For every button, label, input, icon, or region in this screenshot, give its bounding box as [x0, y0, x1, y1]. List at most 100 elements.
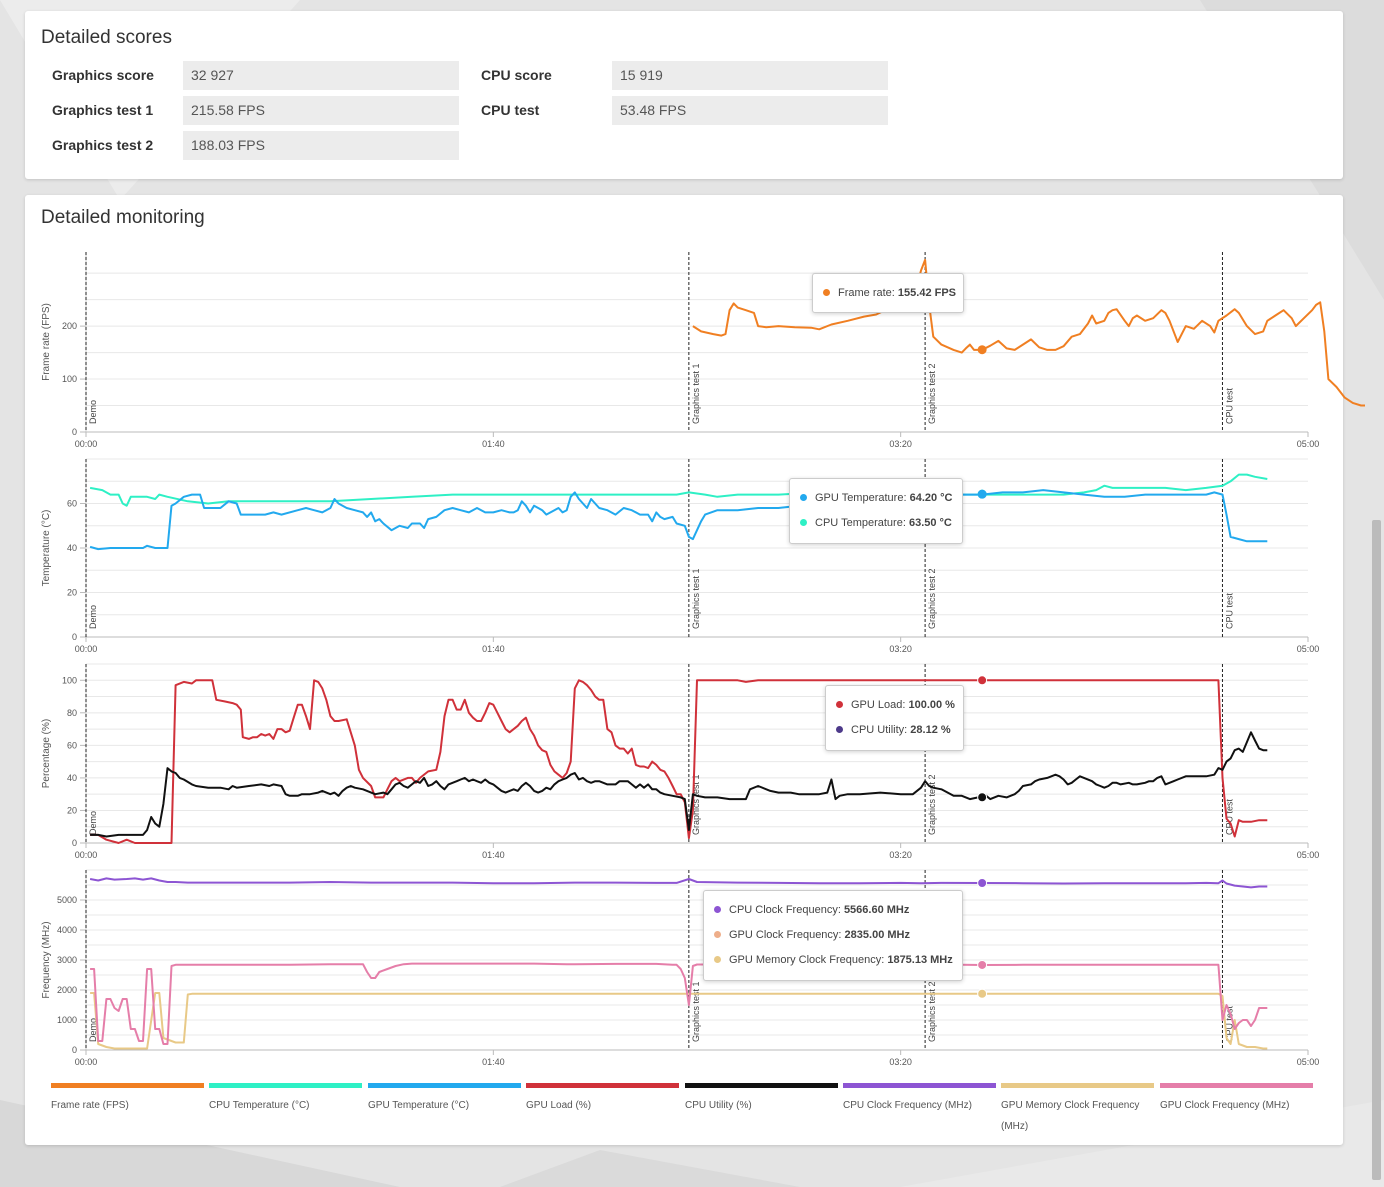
tooltip-gpu-load-label: GPU Load: — [851, 699, 906, 711]
x-tick-label: 00:00 — [75, 1057, 98, 1067]
series-line-gpu_load — [90, 679, 1268, 844]
legend-gpu-clock[interactable]: GPU Clock Frequency (MHz) — [1160, 1083, 1313, 1116]
detailed-scores-title: Detailed scores — [41, 27, 172, 48]
gpu-temp-dot-icon — [800, 493, 807, 501]
legend-gpu-memory-clock[interactable]: GPU Memory Clock Frequency (MHz) — [1001, 1083, 1154, 1137]
x-tick-label: 00:00 — [75, 439, 98, 449]
x-tick-label: 05:00 — [1297, 644, 1320, 654]
series-line-frame_rate — [692, 258, 1365, 407]
x-tick-label: 05:00 — [1297, 850, 1320, 860]
x-tick-label: 05:00 — [1297, 1057, 1320, 1067]
x-tick-label: 01:40 — [482, 1057, 505, 1067]
test-marker-label: CPU test — [1224, 798, 1234, 835]
y-axis-label: Percentage (%) — [41, 719, 52, 788]
x-tick-label: 01:40 — [482, 644, 505, 654]
test-marker-label: Graphics test 1 — [691, 363, 701, 424]
y-axis-label: Temperature (°C) — [41, 510, 52, 587]
tooltip-gpu-clock-value: 2835.00 MHz — [844, 929, 910, 941]
test-marker-label: CPU test — [1224, 387, 1234, 424]
cpu-clock-dot-icon — [714, 905, 721, 913]
y-tick-label: 0 — [72, 632, 77, 642]
test-marker-label: Graphics test 1 — [691, 774, 701, 835]
y-tick-label: 40 — [67, 773, 77, 783]
y-tick-label: 200 — [62, 321, 77, 331]
highlight-point — [977, 792, 988, 803]
series-line-gpu_temp — [89, 489, 1268, 551]
y-tick-label: 40 — [67, 543, 77, 553]
tooltip-cpu-temp-value: 63.50 °C — [908, 517, 952, 529]
y-tick-label: 0 — [72, 838, 77, 848]
y-tick-label: 60 — [67, 740, 77, 750]
tooltip-gpu-mem-clock-label: GPU Memory Clock Frequency: — [729, 954, 885, 966]
graphics-test2-value: 188.03 FPS — [183, 131, 459, 160]
page-scrollbar[interactable] — [1372, 520, 1381, 1180]
y-tick-label: 5000 — [57, 895, 77, 905]
y-tick-label: 100 — [62, 374, 77, 384]
legend-swatch — [1160, 1083, 1313, 1088]
y-tick-label: 0 — [72, 1045, 77, 1055]
legend-label: CPU Temperature (°C) — [209, 1100, 310, 1111]
tooltip-gpu-clock-label: GPU Clock Frequency: — [729, 929, 842, 941]
highlight-point — [977, 489, 987, 499]
test-marker-label: Graphics test 2 — [927, 568, 937, 629]
cpu-temp-dot-icon — [800, 518, 807, 526]
test-marker-label: Demo — [88, 400, 98, 424]
gpu-load-dot-icon — [836, 700, 843, 708]
legend-swatch — [51, 1083, 204, 1088]
legend-gpu-temperature[interactable]: GPU Temperature (°C) — [368, 1083, 521, 1116]
graphics-test2-label: Graphics test 2 — [52, 137, 154, 153]
frame-rate-dot-icon — [823, 288, 830, 296]
y-tick-label: 4000 — [57, 925, 77, 935]
x-tick-label: 00:00 — [75, 850, 98, 860]
tooltip-percentage: GPU Load: 100.00 % CPU Utility: 28.12 % — [825, 685, 964, 751]
test-marker-label: CPU test — [1224, 1005, 1234, 1042]
legend-swatch — [843, 1083, 996, 1088]
cpu-score-value: 15 919 — [612, 61, 888, 90]
y-tick-label: 3000 — [57, 955, 77, 965]
legend-label: CPU Utility (%) — [685, 1100, 752, 1111]
test-marker-label: Graphics test 2 — [927, 774, 937, 835]
test-marker-label: Graphics test 1 — [691, 568, 701, 629]
y-tick-label: 0 — [72, 427, 77, 437]
tooltip-cpu-clock-value: 5566.60 MHz — [843, 904, 910, 916]
series-line-cpu_util — [90, 731, 1268, 838]
x-tick-label: 03:20 — [889, 439, 912, 449]
legend-frame-rate[interactable]: Frame rate (FPS) — [51, 1083, 204, 1116]
series-line-gpu_clock — [90, 962, 1268, 1045]
gpu-mem-clock-dot-icon — [714, 955, 721, 963]
legend-cpu-clock[interactable]: CPU Clock Frequency (MHz) — [843, 1083, 996, 1116]
tooltip-cpu-clock-label: CPU Clock Frequency: — [729, 904, 841, 916]
x-tick-label: 03:20 — [889, 850, 912, 860]
test-marker-label: Graphics test 1 — [691, 981, 701, 1042]
y-axis-label: Frame rate (FPS) — [41, 303, 52, 381]
test-marker-label: Demo — [88, 811, 98, 835]
y-tick-label: 80 — [67, 708, 77, 718]
cpu-test-label: CPU test — [481, 102, 540, 118]
highlight-point — [977, 675, 988, 686]
tooltip-cpu-util-label: CPU Utility: — [851, 724, 908, 736]
legend-label: GPU Memory Clock Frequency (MHz) — [1001, 1100, 1140, 1132]
y-tick-label: 100 — [62, 675, 77, 685]
y-tick-label: 20 — [67, 588, 77, 598]
tooltip-gpu-temp-label: GPU Temperature: — [815, 492, 907, 504]
test-marker-label: Graphics test 2 — [927, 981, 937, 1042]
tooltip-gpu-temp-value: 64.20 °C — [909, 492, 953, 504]
legend-cpu-temperature[interactable]: CPU Temperature (°C) — [209, 1083, 362, 1116]
legend-gpu-load[interactable]: GPU Load (%) — [526, 1083, 679, 1116]
test-marker-label: CPU test — [1224, 592, 1234, 629]
legend-swatch — [368, 1083, 521, 1088]
series-line-cpu_clock — [89, 877, 1268, 889]
legend-swatch — [1001, 1083, 1154, 1088]
x-tick-label: 03:20 — [889, 1057, 912, 1067]
highlight-point — [977, 345, 987, 355]
test-marker-label: Graphics test 2 — [927, 363, 937, 424]
legend-swatch — [526, 1083, 679, 1088]
highlight-point — [977, 988, 988, 999]
detailed-scores-card: Detailed scores Graphics score 32 927 Gr… — [25, 11, 1343, 179]
tooltip-frame-rate: Frame rate: 155.42 FPS — [812, 273, 964, 313]
detailed-monitoring-card: Detailed monitoring — [25, 195, 1343, 1145]
legend-cpu-utility[interactable]: CPU Utility (%) — [685, 1083, 838, 1116]
x-tick-label: 00:00 — [75, 644, 98, 654]
tooltip-temperature: GPU Temperature: 64.20 °C CPU Temperatur… — [789, 478, 963, 544]
